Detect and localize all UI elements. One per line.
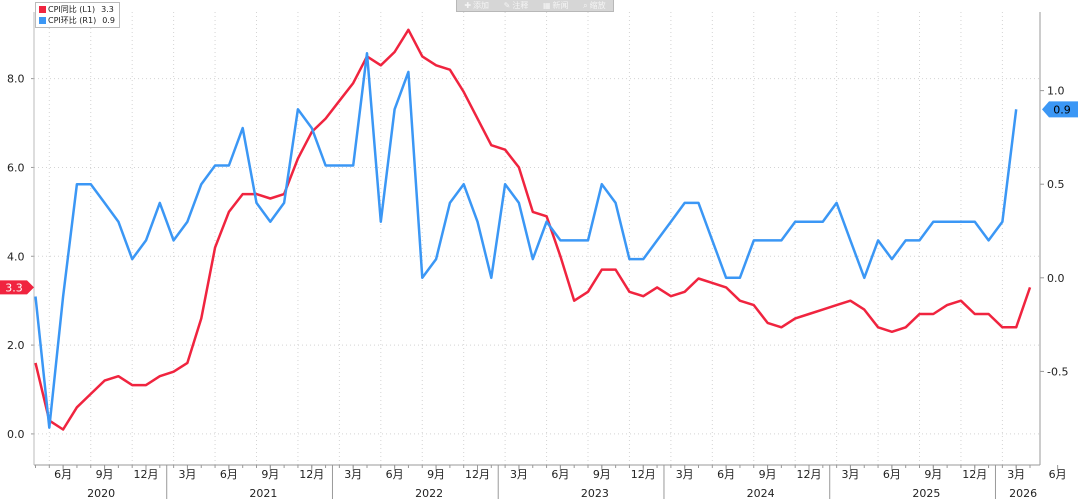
- pencil-icon: ✎: [503, 1, 511, 10]
- tick-label-month: 6月: [883, 468, 901, 481]
- legend-label: CPI同比 (L1): [48, 5, 96, 14]
- annotate-button[interactable]: ✎ 注释: [504, 0, 529, 11]
- axes: [31, 12, 1059, 499]
- legend-value: 0.9: [102, 16, 115, 25]
- tick-label-left: 8.0: [7, 73, 25, 86]
- plot-background: [34, 12, 1040, 465]
- tick-label-month: 12月: [797, 468, 822, 481]
- tick-label-month: 6月: [1049, 468, 1067, 481]
- tick-label-month: 6月: [220, 468, 238, 481]
- legend-item-cpi-mom: CPI环比 (R1) 0.9: [39, 15, 115, 26]
- series-line: [34, 28, 1032, 431]
- tick-label-month: 12月: [134, 468, 159, 481]
- last-value-badge-left: [0, 280, 34, 295]
- tick-label-year: 2026: [1009, 487, 1037, 499]
- tick-label-right: -0.5: [1047, 365, 1068, 378]
- tick-label-month: 12月: [299, 468, 324, 481]
- add-button[interactable]: ✚ 添加: [464, 0, 489, 11]
- tick-label-year: 2025: [912, 487, 940, 499]
- tick-label-right: 0.5: [1047, 178, 1065, 191]
- tick-label-month: 9月: [261, 468, 279, 481]
- tick-label-month: 6月: [386, 468, 404, 481]
- zoom-button[interactable]: ⌕ 缩放: [583, 0, 605, 11]
- tick-label-month: 3月: [344, 468, 362, 481]
- tick-label-month: 12月: [465, 468, 490, 481]
- last-value-badge-right: [1042, 101, 1078, 118]
- legend-value: 3.3: [101, 5, 114, 14]
- tick-label-year: 2022: [415, 487, 443, 499]
- tick-label-month: 3月: [1007, 468, 1025, 481]
- tick-label-year: 2020: [87, 487, 115, 499]
- annotate-label: 注释: [512, 1, 529, 10]
- news-button[interactable]: ▦ 新闻: [543, 0, 569, 11]
- legend-swatch-blue: [39, 17, 46, 24]
- tick-label-left: 6.0: [7, 161, 25, 174]
- tick-label-month: 9月: [593, 468, 611, 481]
- tick-label-left: 2.0: [7, 339, 25, 352]
- tick-label-month: 12月: [962, 468, 987, 481]
- chart-legend: CPI同比 (L1) 3.3 CPI环比 (R1) 0.9: [35, 2, 120, 28]
- axis-labels: 0.0 2.0 4.0 6.0 8.0 -0.5 0.0 0.5 1.0 6月 9月 12月 3月 6月 9…: [0, 73, 1078, 499]
- tick-label-year: 2024: [747, 487, 775, 499]
- tick-label-month: 3月: [510, 468, 528, 481]
- tick-label-month: 6月: [54, 468, 72, 481]
- plus-icon: ✚: [464, 1, 472, 10]
- tick-label-year: 2023: [581, 487, 609, 499]
- tick-label-left: 4.0: [7, 250, 25, 263]
- series-cpi-mom: [34, 51, 1018, 429]
- tick-label-month: 6月: [717, 468, 735, 481]
- tick-label-year: 2021: [249, 487, 277, 499]
- tick-label-month: 6月: [551, 468, 569, 481]
- tick-label-right: 0.0: [1047, 272, 1065, 285]
- legend-label: CPI环比 (R1): [48, 16, 97, 25]
- series-line: [34, 51, 1018, 429]
- news-label: 新闻: [552, 1, 569, 10]
- grid-icon: ▦: [542, 1, 551, 10]
- tick-label-month: 9月: [924, 468, 942, 481]
- tick-label-month: 9月: [759, 468, 777, 481]
- tick-label-month: 12月: [631, 468, 656, 481]
- last-value-label-right: 0.9: [1053, 103, 1071, 116]
- tick-label-right: 1.0: [1047, 85, 1065, 98]
- add-label: 添加: [473, 1, 490, 10]
- series-cpi-yoy: [34, 28, 1032, 431]
- zoom-label: 缩放: [589, 1, 606, 10]
- search-icon: ⌕: [583, 0, 588, 10]
- last-value-label-left: 3.3: [5, 281, 23, 294]
- legend-item-cpi-yoy: CPI同比 (L1) 3.3: [39, 4, 115, 15]
- chart-toolbar: ✚ 添加 ✎ 注释 ▦ 新闻 ⌕ 缩放: [456, 0, 614, 12]
- tick-label-month: 9月: [427, 468, 445, 481]
- tick-label-month: 9月: [96, 468, 114, 481]
- tick-label-month: 3月: [178, 468, 196, 481]
- legend-swatch-red: [39, 6, 46, 13]
- tick-label-left: 0.0: [7, 428, 25, 441]
- tick-label-month: 3月: [676, 468, 694, 481]
- tick-label-month: 3月: [841, 468, 859, 481]
